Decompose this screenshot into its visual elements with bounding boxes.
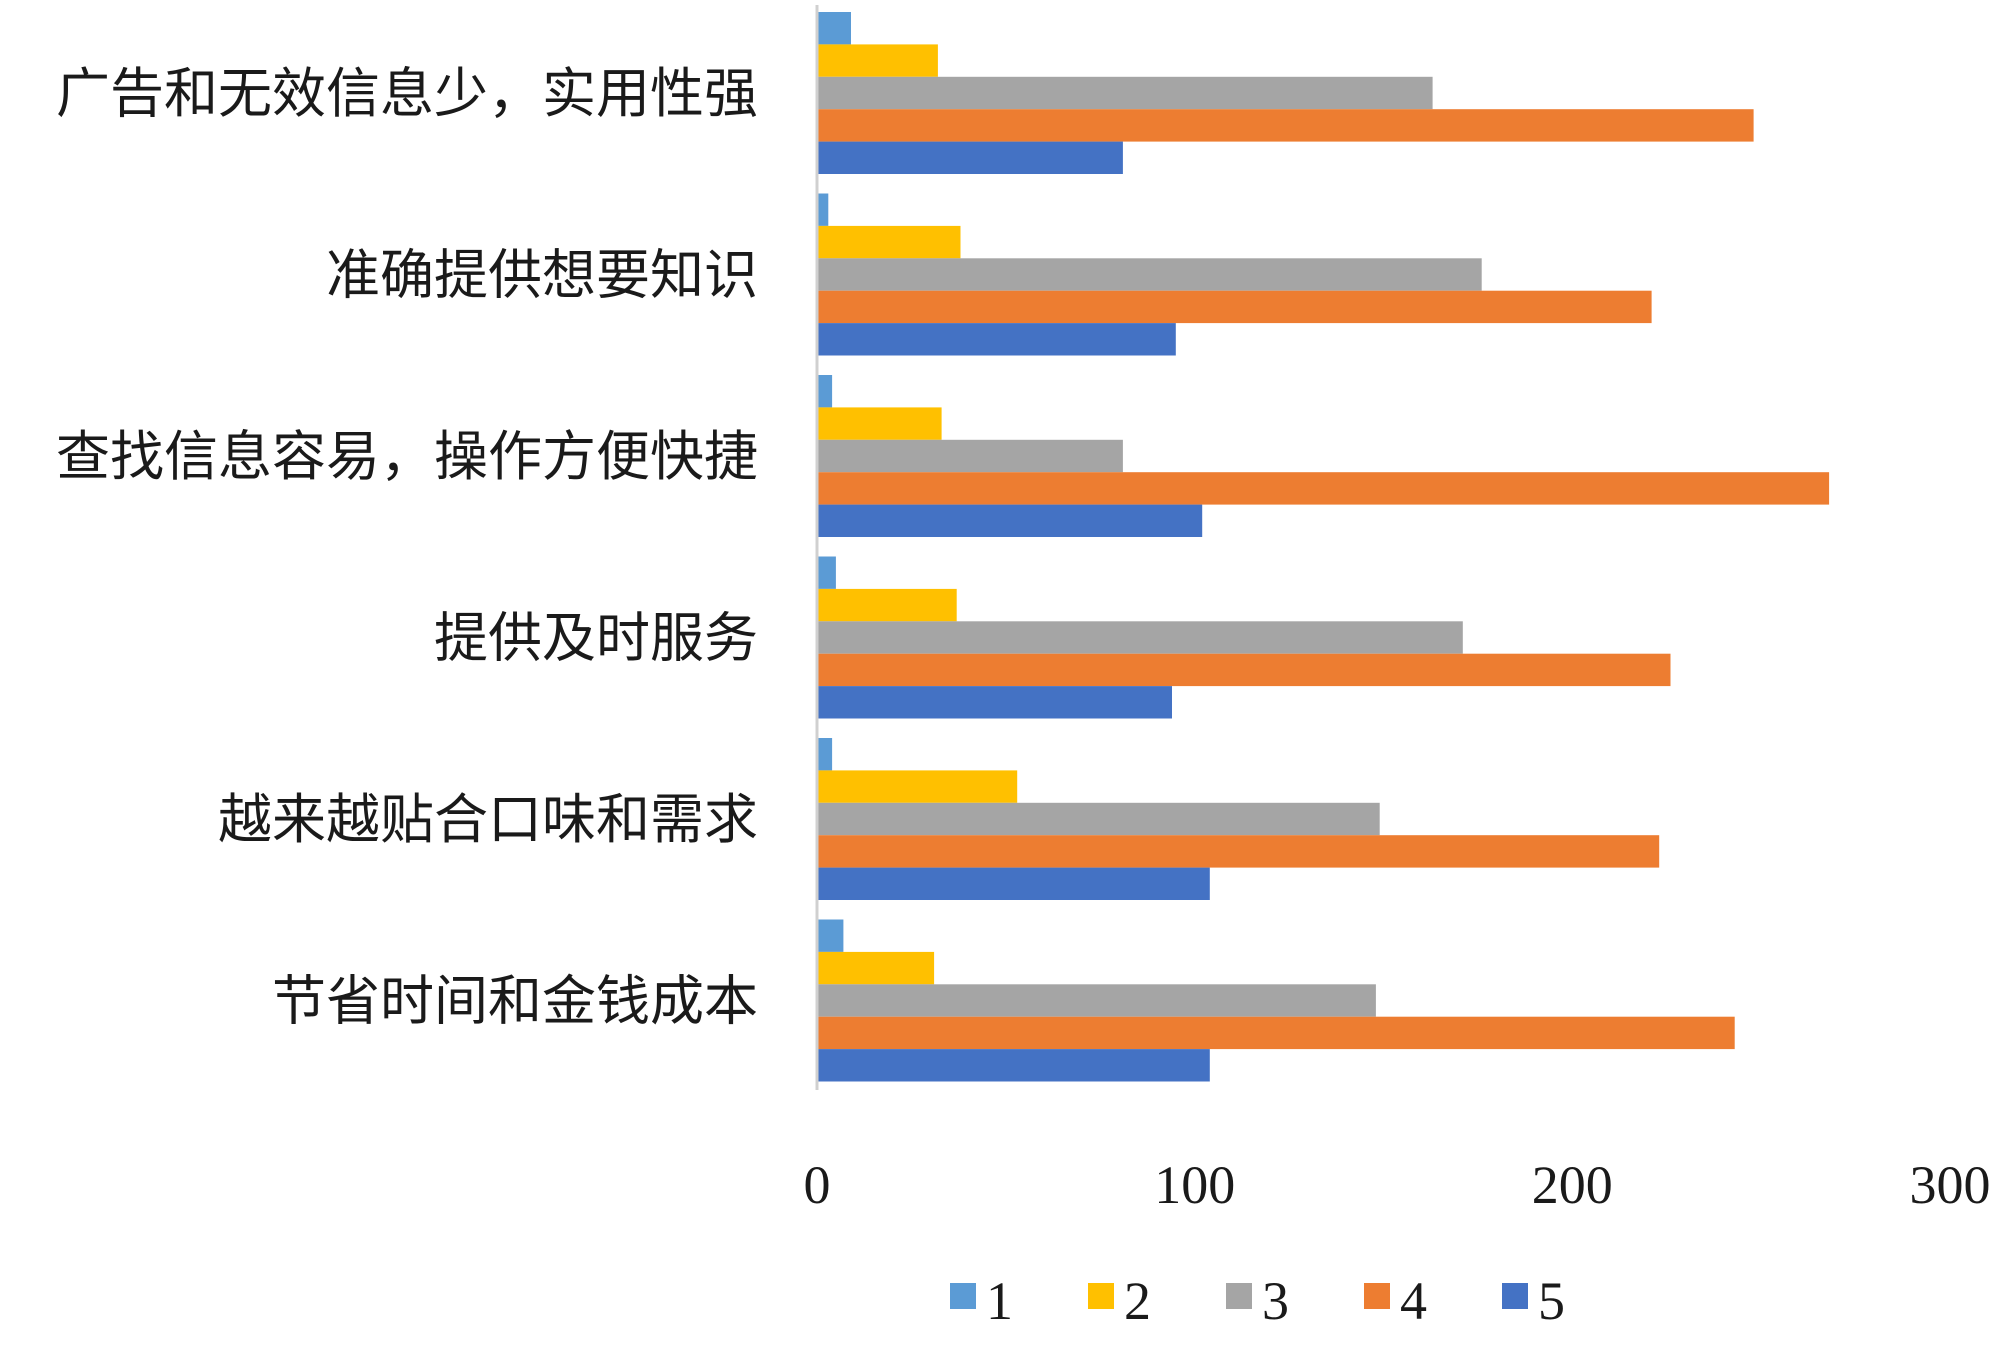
bar-series-5-cat-4 (817, 686, 1172, 719)
legend-swatch-3 (1226, 1283, 1252, 1309)
legend-label-4: 4 (1400, 1271, 1427, 1331)
legend-label-1: 1 (986, 1271, 1013, 1331)
bar-series-5-cat-3 (817, 504, 1203, 537)
category-label: 准确提供想要知识 (326, 244, 758, 307)
bar-series-5-cat-6 (817, 1049, 1210, 1082)
bar-series-3-cat-5 (817, 802, 1380, 836)
bar-series-5-cat-2 (817, 323, 1176, 356)
bar-series-4-cat-3 (817, 472, 1830, 505)
bar-series-2-cat-3 (817, 407, 942, 440)
category-label: 查找信息容易，操作方便快捷 (56, 425, 758, 488)
category-label: 广告和无效信息少，实用性强 (56, 62, 758, 125)
legend-label-5: 5 (1538, 1271, 1565, 1331)
legend-swatch-4 (1364, 1283, 1390, 1309)
x-tick-label: 100 (1154, 1155, 1235, 1215)
bar-series-5-cat-5 (817, 867, 1210, 900)
legend: 1 2 3 4 5 (950, 1271, 1565, 1331)
x-tick-label: 300 (1910, 1155, 1991, 1215)
category-label: 提供及时服务 (434, 607, 758, 670)
bar-series-3-cat-4 (817, 621, 1463, 654)
bar-series-2-cat-5 (817, 770, 1018, 803)
bar-series-1-cat-6 (817, 919, 844, 952)
category-label: 越来越贴合口味和需求 (218, 788, 758, 851)
bar-series-2-cat-1 (817, 44, 938, 77)
legend-label-3: 3 (1262, 1271, 1289, 1331)
bar-series-3-cat-1 (817, 76, 1433, 110)
bar-series-2-cat-4 (817, 588, 957, 622)
category-label: 节省时间和金钱成本 (272, 970, 758, 1033)
bar-series-1-cat-1 (817, 12, 851, 45)
legend-swatch-5 (1502, 1283, 1528, 1309)
bar-series-1-cat-3 (817, 375, 833, 408)
bar-series-4-cat-1 (817, 109, 1754, 142)
x-tick-label: 0 (804, 1155, 831, 1215)
bar-series-5-cat-1 (817, 141, 1123, 174)
bar-series-2-cat-2 (817, 225, 961, 259)
x-tick-labels: 0 100 200 300 (804, 1155, 1991, 1215)
bar-series-3-cat-3 (817, 439, 1123, 473)
bar-series-1-cat-4 (817, 556, 836, 589)
category-labels: 广告和无效信息少，实用性强准确提供想要知识查找信息容易，操作方便快捷提供及时服务… (56, 62, 758, 1033)
legend-swatch-1 (950, 1283, 976, 1309)
bar-series-3-cat-6 (817, 984, 1376, 1017)
bar-series-4-cat-6 (817, 1016, 1735, 1050)
bars-group (817, 12, 1830, 1082)
bar-series-3-cat-2 (817, 258, 1482, 291)
x-tick-label: 200 (1532, 1155, 1613, 1215)
bar-series-1-cat-2 (817, 193, 829, 226)
legend-swatch-2 (1088, 1283, 1114, 1309)
bar-series-4-cat-5 (817, 835, 1660, 868)
bar-series-4-cat-4 (817, 653, 1671, 687)
bar-series-2-cat-6 (817, 951, 935, 985)
bar-series-4-cat-2 (817, 290, 1652, 324)
bar-series-1-cat-5 (817, 738, 833, 771)
legend-label-2: 2 (1124, 1271, 1151, 1331)
